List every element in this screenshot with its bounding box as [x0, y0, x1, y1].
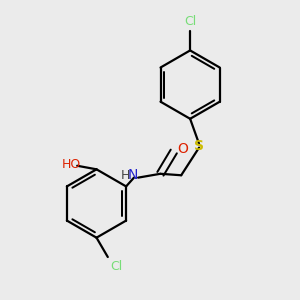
Text: S: S	[194, 139, 204, 152]
Text: Cl: Cl	[110, 260, 122, 273]
Text: O: O	[177, 142, 188, 156]
Text: Cl: Cl	[184, 15, 196, 28]
Text: N: N	[128, 168, 138, 182]
Text: H: H	[121, 169, 130, 182]
Text: HO: HO	[61, 158, 81, 171]
